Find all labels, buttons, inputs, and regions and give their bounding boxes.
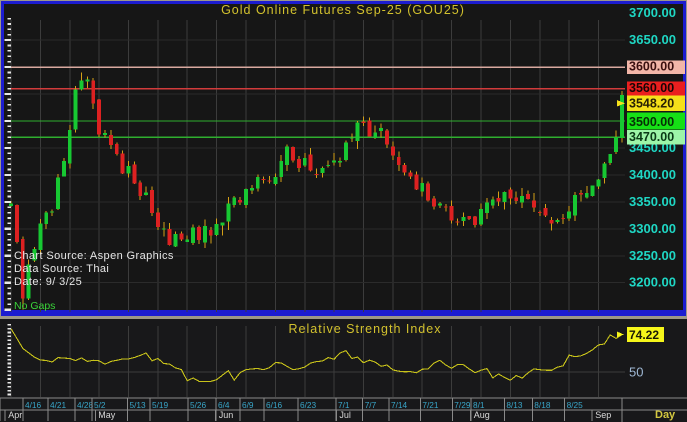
svg-text:74.22: 74.22 (629, 328, 659, 342)
svg-text:8/25: 8/25 (567, 400, 584, 410)
svg-text:8/18: 8/18 (534, 400, 551, 410)
svg-text:3700.00: 3700.00 (629, 5, 676, 20)
svg-text:3250.00: 3250.00 (629, 248, 676, 263)
svg-text:6/23: 6/23 (300, 400, 317, 410)
svg-text:3600.00: 3600.00 (629, 59, 674, 73)
svg-text:6/16: 6/16 (266, 400, 283, 410)
svg-text:Jul: Jul (339, 410, 351, 420)
svg-text:May: May (98, 410, 116, 420)
svg-text:Aug: Aug (474, 410, 490, 420)
svg-text:Day: Day (655, 409, 676, 421)
svg-text:3300.00: 3300.00 (629, 221, 676, 236)
svg-text:3400.00: 3400.00 (629, 167, 676, 182)
svg-text:5/26: 5/26 (190, 400, 207, 410)
svg-text:8/1: 8/1 (473, 400, 485, 410)
svg-text:Data Source: Thai: Data Source: Thai (14, 263, 109, 275)
svg-text:Apr: Apr (8, 410, 22, 420)
svg-text:4/21: 4/21 (50, 400, 67, 410)
svg-text:Gold Online Futures Sep-25: Gold Online Futures Sep-25 (GOU25) (221, 3, 465, 17)
svg-text:7/1: 7/1 (338, 400, 350, 410)
svg-text:7/7: 7/7 (365, 400, 377, 410)
svg-text:No Gaps: No Gaps (14, 300, 55, 312)
svg-text:8/13: 8/13 (506, 400, 523, 410)
svg-text:50: 50 (629, 364, 643, 379)
svg-text:5/2: 5/2 (94, 400, 106, 410)
svg-text:3470.00: 3470.00 (629, 130, 674, 144)
svg-text:3200.00: 3200.00 (629, 275, 676, 290)
svg-text:Chart Source: Aspen Graphic: Chart Source: Aspen Graphics (14, 250, 174, 262)
svg-text:4/16: 4/16 (25, 400, 42, 410)
svg-text:3548.20: 3548.20 (629, 97, 674, 111)
svg-text:5/19: 5/19 (152, 400, 169, 410)
svg-text:5/13: 5/13 (130, 400, 147, 410)
svg-text:3560.00: 3560.00 (629, 81, 674, 95)
svg-text:4/28: 4/28 (77, 400, 94, 410)
svg-text:6/4: 6/4 (218, 400, 230, 410)
svg-text:Sep: Sep (595, 410, 611, 420)
svg-text:3350.00: 3350.00 (629, 194, 676, 209)
svg-text:Relative Strength Index: Relative Strength Index (289, 322, 442, 336)
svg-text:6/9: 6/9 (242, 400, 254, 410)
svg-text:Jun: Jun (219, 410, 234, 420)
svg-text:Date: 9/ 3/25: Date: 9/ 3/25 (14, 276, 82, 288)
svg-text:3650.00: 3650.00 (629, 32, 676, 47)
svg-text:3500.00: 3500.00 (629, 115, 674, 129)
svg-text:7/14: 7/14 (391, 400, 408, 410)
svg-text:7/29: 7/29 (454, 400, 471, 410)
svg-text:7/21: 7/21 (422, 400, 439, 410)
